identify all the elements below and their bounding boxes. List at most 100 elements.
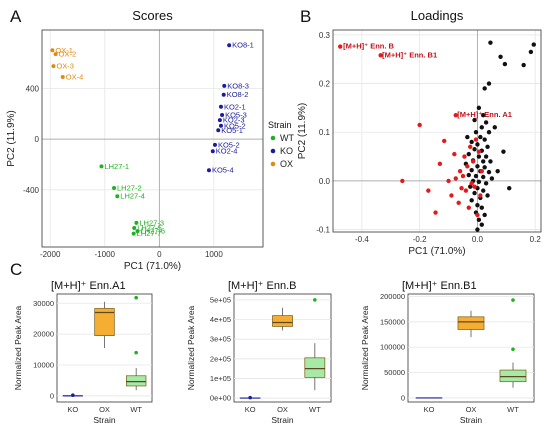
boxplot-x-tick: OX xyxy=(99,405,110,414)
boxplot-y-tick: 2e+05 xyxy=(210,354,231,363)
loadings-point xyxy=(482,86,487,91)
loadings-point xyxy=(465,134,470,140)
scores-x-label: PC1 (71.0%) xyxy=(124,261,181,272)
loadings-point xyxy=(426,188,431,193)
loadings-point xyxy=(463,188,469,193)
loadings-point xyxy=(453,112,458,118)
loadings-point xyxy=(476,179,482,185)
boxplot-y-tick: 3e+05 xyxy=(210,335,231,344)
loadings-point xyxy=(476,154,482,159)
loadings-point xyxy=(488,159,493,164)
loadings-point xyxy=(472,147,477,152)
boxplot-box-wt xyxy=(499,369,527,383)
scores-y-label: PC2 (11.9%) xyxy=(6,110,17,167)
scores-point xyxy=(217,118,222,123)
loadings-point xyxy=(483,181,489,186)
loadings-point xyxy=(468,144,473,150)
boxplot-enn-a1: [M+H]⁺ Enn.A1 0 10000 20000 30000 KO OX WT Strai… xyxy=(13,280,153,425)
scores-point-label: KO2-4 xyxy=(216,147,238,156)
boxplot-box-ox xyxy=(457,316,485,330)
scores-point xyxy=(131,231,136,236)
boxplot-y-tick: 200000 xyxy=(380,292,405,301)
scores-point-label: LH27-4 xyxy=(120,192,145,201)
scores-point-label: KO5-2 xyxy=(218,140,240,149)
scores-point xyxy=(210,149,215,154)
loadings-point xyxy=(378,53,383,58)
legend-title: Strain xyxy=(268,120,292,130)
scores-point xyxy=(206,168,211,173)
loadings-point xyxy=(462,154,467,159)
loadings-point xyxy=(466,151,471,157)
scores-y-tick: -400 xyxy=(23,186,40,195)
scores-point xyxy=(227,43,232,48)
boxplot-x-tick: WT xyxy=(130,405,142,414)
scores-frame xyxy=(41,29,264,248)
boxplot-outlier xyxy=(71,393,75,398)
loadings-point xyxy=(417,122,422,128)
loadings-annotation: [M+H]⁺ Enn. B xyxy=(343,42,394,51)
boxplot-y-tick: 10000 xyxy=(33,360,54,369)
scores-x-tick: -1000 xyxy=(95,250,116,259)
loadings-point xyxy=(481,188,486,193)
boxplot-y-tick: 150000 xyxy=(380,317,405,326)
scores-point-label: LH27-5 xyxy=(137,223,162,232)
scores-point xyxy=(51,64,56,69)
boxplot-frame xyxy=(56,293,153,403)
loadings-point xyxy=(498,54,503,59)
scores-point-label: KO8-2 xyxy=(227,90,249,99)
loadings-y-label: PC2 (11.9%) xyxy=(297,103,308,160)
loadings-point xyxy=(473,173,479,179)
loadings-point xyxy=(460,173,466,179)
loadings-point xyxy=(449,193,454,198)
scores-x-tick: 0 xyxy=(157,250,162,259)
loadings-point xyxy=(475,164,480,169)
boxplot-outlier xyxy=(313,298,317,302)
loadings-point xyxy=(483,154,489,159)
boxplot-y-tick: 30000 xyxy=(33,299,54,308)
loadings-plot: Loadings -0.4 -0.2 0.0 0.2 -0.1 0.0 0.1 0.2 0.3 [M… xyxy=(297,8,542,257)
scores-y-tick: 400 xyxy=(26,84,40,93)
scores-point-label: KO8-3 xyxy=(227,81,249,90)
boxplot-y-tick: 4e+05 xyxy=(210,315,231,324)
loadings-point xyxy=(495,168,500,174)
scores-point-label: KO5-1 xyxy=(221,126,243,135)
loadings-point xyxy=(473,130,479,135)
loadings-point xyxy=(492,125,497,130)
scores-plot: Scores-2000 -1000 0 1000-4000400KO8-1KO8-3K… xyxy=(6,8,294,272)
loadings-point xyxy=(528,49,534,55)
loadings-point xyxy=(466,205,471,210)
loadings-point xyxy=(486,130,492,135)
scores-point xyxy=(212,142,217,147)
loadings-x-tick: 0.0 xyxy=(472,235,484,244)
loadings-point xyxy=(437,161,443,167)
scores-y-tick: 0 xyxy=(35,135,40,144)
loadings-point xyxy=(489,176,495,181)
boxplot-outlier xyxy=(134,295,138,300)
loadings-point xyxy=(521,62,526,68)
loadings-point xyxy=(473,137,479,142)
loadings-annotation: [M+H]⁺ Enn. A1 xyxy=(457,110,512,119)
loadings-point xyxy=(475,212,480,218)
boxplot-y-tick: 5e+05 xyxy=(210,295,231,304)
boxplot-outlier xyxy=(511,347,515,352)
boxplot-frame xyxy=(407,293,535,403)
loadings-point xyxy=(469,198,474,203)
boxplot-y-tick: 100000 xyxy=(380,343,405,352)
panel-label-a: A xyxy=(10,7,22,26)
loadings-frame xyxy=(332,29,542,233)
scores-point-label: LH27-2 xyxy=(117,183,142,192)
scores-point-label: OX-2 xyxy=(59,50,77,59)
legend-swatch-ox xyxy=(270,161,276,167)
loadings-point xyxy=(481,159,486,164)
loadings-point xyxy=(468,184,473,189)
scores-x-tick: 1000 xyxy=(205,250,223,259)
boxplot-y-tick: 20000 xyxy=(33,330,54,339)
boxplot-x-label: Strain xyxy=(93,415,115,425)
boxplot-y-tick: 50000 xyxy=(384,368,405,377)
loadings-point xyxy=(469,139,474,145)
boxplot-outlier xyxy=(511,298,515,302)
loadings-point xyxy=(483,120,489,125)
boxplot-box-ox xyxy=(272,315,293,327)
boxplot-y-tick: 0 xyxy=(401,393,405,402)
